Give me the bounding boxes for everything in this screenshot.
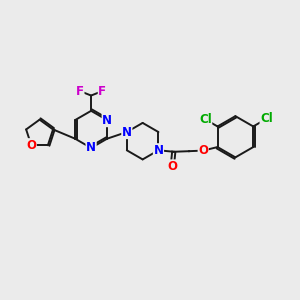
Text: F: F bbox=[98, 85, 106, 98]
Text: F: F bbox=[76, 85, 84, 98]
Text: N: N bbox=[122, 125, 132, 139]
Text: N: N bbox=[86, 141, 96, 154]
Text: Cl: Cl bbox=[260, 112, 273, 125]
Text: O: O bbox=[167, 160, 177, 173]
Text: N: N bbox=[102, 114, 112, 127]
Text: O: O bbox=[26, 139, 36, 152]
Text: Cl: Cl bbox=[199, 113, 212, 126]
Text: N: N bbox=[153, 144, 164, 157]
Text: O: O bbox=[198, 144, 208, 157]
